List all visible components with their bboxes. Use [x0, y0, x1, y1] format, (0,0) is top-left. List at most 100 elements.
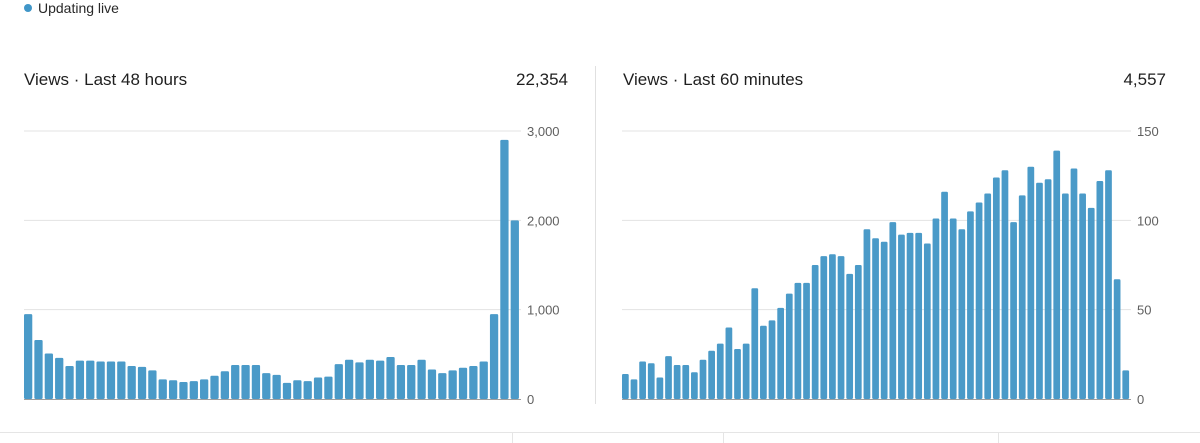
right-chart-bar[interactable] [803, 282, 810, 399]
left-chart-bar[interactable] [313, 377, 323, 399]
left-chart-bar[interactable] [231, 365, 240, 399]
right-chart-bar[interactable] [863, 229, 871, 399]
right-chart-bar[interactable] [880, 241, 888, 399]
left-chart-bar[interactable] [355, 362, 364, 399]
left-chart-bar[interactable] [386, 357, 395, 399]
left-chart-bar[interactable] [510, 220, 519, 399]
left-chart-bar[interactable] [344, 359, 354, 399]
left-chart-bar[interactable] [479, 361, 488, 399]
right-chart-bar[interactable] [906, 232, 914, 399]
right-chart-bar[interactable] [1079, 193, 1086, 399]
right-chart-bar[interactable] [889, 222, 897, 399]
left-chart-bar[interactable] [55, 357, 64, 399]
right-chart-bar[interactable] [923, 243, 931, 399]
left-chart-bar[interactable] [241, 365, 250, 399]
left-chart-bar[interactable] [200, 379, 209, 399]
right-chart-bar[interactable] [742, 343, 750, 399]
right-chart-bar[interactable] [1113, 279, 1121, 399]
left-chart-bar[interactable] [262, 373, 271, 399]
left-chart-bar[interactable] [303, 381, 312, 399]
right-chart-bar[interactable] [708, 350, 715, 399]
left-chart-bar[interactable] [365, 359, 374, 399]
right-chart-bar[interactable] [1018, 195, 1026, 399]
left-chart-bar[interactable] [458, 367, 468, 399]
left-chart-bar[interactable] [148, 370, 157, 399]
left-chart-bar[interactable] [117, 361, 126, 399]
left-chart-bar[interactable] [189, 381, 198, 399]
right-chart-bar[interactable] [1010, 222, 1017, 399]
right-chart-bar[interactable] [1087, 207, 1095, 399]
left-chart-bar[interactable] [44, 353, 53, 399]
left-chart-bar[interactable] [448, 370, 457, 399]
right-chart-bar[interactable] [1096, 181, 1104, 399]
left-chart-bar[interactable] [168, 380, 178, 399]
left-chart-bar[interactable] [293, 380, 302, 399]
right-chart-bar[interactable] [716, 343, 724, 399]
right-chart-bar[interactable] [820, 256, 828, 399]
right-chart-bar[interactable] [846, 273, 854, 399]
right-chart-bar[interactable] [734, 348, 741, 399]
right-chart-bar[interactable] [647, 363, 655, 399]
right-chart-bar[interactable] [682, 365, 690, 399]
right-chart-bar[interactable] [630, 379, 638, 399]
left-chart-bar[interactable] [75, 360, 85, 399]
right-chart-bar[interactable] [665, 356, 672, 399]
right-chart-bar[interactable] [941, 191, 948, 399]
left-chart-bar[interactable] [500, 139, 509, 399]
right-chart-bar[interactable] [691, 372, 698, 399]
right-chart-bar[interactable] [656, 377, 664, 399]
left-chart-bar[interactable] [251, 365, 261, 399]
left-chart-bar[interactable] [417, 359, 426, 399]
right-chart-bar[interactable] [1044, 179, 1052, 399]
left-chart-bar[interactable] [407, 365, 416, 399]
right-chart-bar[interactable] [1027, 166, 1035, 399]
right-chart-bar[interactable] [958, 229, 966, 399]
left-chart-bar[interactable] [489, 314, 499, 399]
left-chart-bar[interactable] [158, 379, 167, 399]
right-chart-bar[interactable] [949, 218, 957, 399]
right-chart-bar[interactable] [992, 177, 1000, 399]
right-chart-bar[interactable] [975, 202, 983, 399]
left-chart-bar[interactable] [376, 360, 385, 399]
left-chart-bar[interactable] [210, 375, 219, 399]
left-chart-bar[interactable] [34, 340, 43, 399]
right-chart-bar[interactable] [1053, 150, 1061, 399]
left-chart-bar[interactable] [65, 365, 74, 399]
left-chart-bar[interactable] [96, 361, 105, 399]
right-chart-bar[interactable] [794, 282, 802, 399]
left-chart-bar[interactable] [427, 369, 437, 399]
right-chart-bar[interactable] [725, 327, 733, 399]
right-chart-bar[interactable] [1036, 182, 1043, 399]
left-chart-bar[interactable] [272, 374, 281, 399]
right-chart-bar[interactable] [872, 238, 879, 399]
right-chart-bar[interactable] [811, 265, 819, 399]
right-chart-bar[interactable] [1061, 193, 1069, 399]
right-chart-bar[interactable] [898, 234, 905, 399]
left-chart-bar[interactable] [469, 365, 478, 399]
right-chart-bar[interactable] [760, 325, 767, 399]
right-chart-bar[interactable] [1070, 168, 1078, 399]
right-chart-bar[interactable] [639, 361, 646, 399]
right-chart-bar[interactable] [777, 307, 785, 399]
right-chart-bar[interactable] [785, 293, 793, 399]
left-chart-bar[interactable] [396, 365, 406, 399]
right-chart-bar[interactable] [829, 254, 836, 399]
left-chart-bar[interactable] [137, 366, 147, 399]
left-chart-bar[interactable] [324, 376, 333, 399]
left-chart-bar[interactable] [24, 314, 33, 399]
left-chart-bar[interactable] [282, 382, 292, 399]
right-chart-bar[interactable] [673, 365, 681, 399]
left-chart-bar[interactable] [438, 373, 447, 399]
left-chart-bar[interactable] [220, 371, 230, 399]
left-chart-bar[interactable] [106, 361, 116, 399]
right-chart-bar[interactable] [915, 232, 923, 399]
right-chart-bar[interactable] [967, 211, 974, 399]
left-chart-bar[interactable] [127, 365, 136, 399]
right-chart-bar[interactable] [1001, 170, 1009, 399]
right-chart-bar[interactable] [699, 359, 707, 399]
right-chart-bar[interactable] [622, 373, 629, 399]
right-chart-bar[interactable] [984, 193, 992, 399]
right-chart-bar[interactable] [768, 320, 776, 399]
right-chart-bar[interactable] [751, 288, 759, 399]
right-chart-bar[interactable] [932, 218, 940, 399]
